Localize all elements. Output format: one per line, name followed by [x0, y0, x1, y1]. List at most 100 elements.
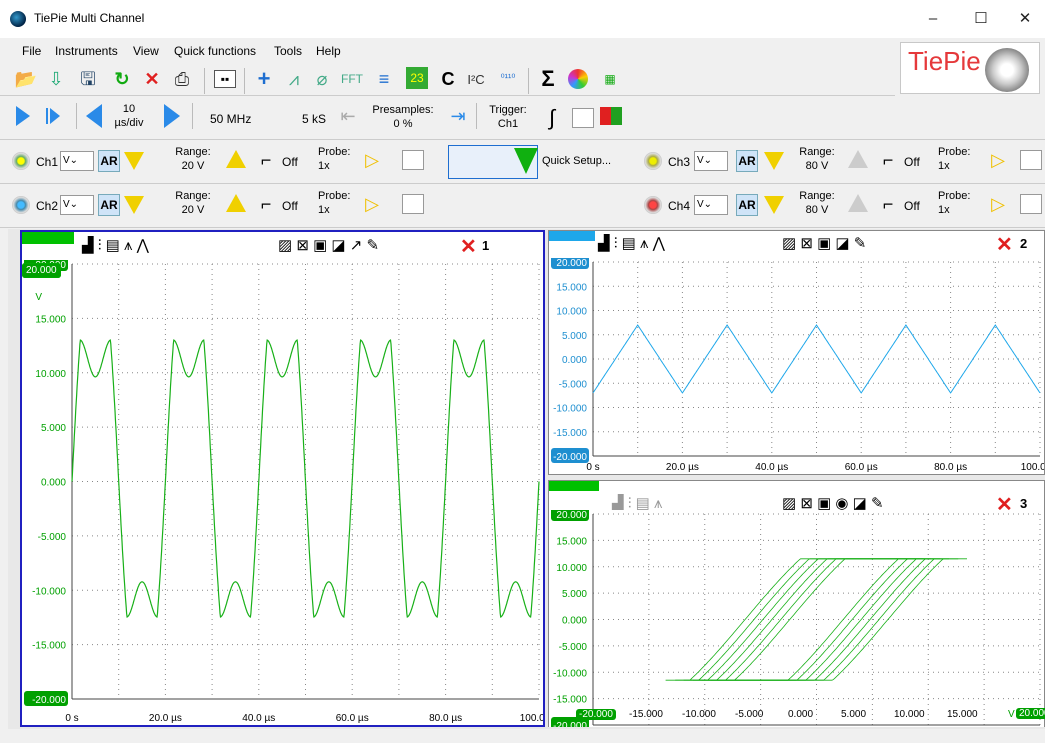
- record-length[interactable]: 5 kS: [302, 112, 327, 126]
- quick-setup-button[interactable]: Quick Setup...: [542, 155, 612, 167]
- scope1-ymax-badge[interactable]: 20.000: [22, 262, 62, 278]
- ch3-enable-icon[interactable]: [644, 152, 662, 170]
- scope3-plot[interactable]: 20.000 15.000 10.000 5.000 0.000 -5.000 -10.00…: [549, 510, 1044, 727]
- ch2-coupling-select[interactable]: V⌄: [60, 195, 94, 215]
- scope2-close-icon[interactable]: ✕: [996, 234, 1013, 256]
- ch3-autorange-button[interactable]: AR: [736, 150, 758, 172]
- x-tick-label: 100.0 µs: [520, 713, 543, 724]
- print-icon[interactable]: ⎙: [174, 69, 190, 89]
- sample-rate[interactable]: 50 MHz: [210, 112, 252, 126]
- start-icon[interactable]: [16, 106, 30, 126]
- ch2-probe-icon[interactable]: ▷: [365, 194, 379, 214]
- menu-view[interactable]: View: [133, 44, 159, 58]
- ch1-autorange-button[interactable]: AR: [98, 150, 120, 172]
- scope2-plot[interactable]: 20.000 15.000 10.000 5.000 0.000 -5.000 -10.00…: [549, 258, 1044, 474]
- x-tick-label: 40.0 µs: [242, 713, 275, 724]
- ch2-probe-value: 1x: [318, 204, 330, 216]
- ch1-name: Ch1: [36, 155, 59, 169]
- ch2-autorange-button[interactable]: AR: [98, 194, 120, 216]
- scope3-toolbar-icons[interactable]: ▟ ⫶ ▤ ⩚: [612, 495, 663, 512]
- menu-quick-functions[interactable]: Quick functions: [174, 44, 257, 58]
- ch1-settings-icon[interactable]: [402, 150, 424, 170]
- minimize-button[interactable]: –: [928, 10, 938, 27]
- xy-graph-icon[interactable]: ⌀: [316, 69, 328, 89]
- refresh-icon[interactable]: ↻: [114, 69, 130, 89]
- menu-help[interactable]: Help: [316, 44, 341, 58]
- meter-icon[interactable]: ≡: [378, 69, 390, 89]
- ch1-probe-icon[interactable]: ▷: [365, 150, 379, 170]
- ch2-settings-icon[interactable]: [402, 194, 424, 214]
- scope1-plot[interactable]: 20.000 15.000 10.000 5.000 0.000 -5.000 -10.00…: [22, 260, 543, 725]
- i2c-icon[interactable]: I²C: [467, 71, 485, 87]
- ch4-filter-value[interactable]: Off: [904, 199, 920, 213]
- scope3-toolbar-icons-right[interactable]: ▨ ⊠ ▣ ◉ ◪ ✎: [782, 495, 884, 512]
- y-tick-label: 5.000: [562, 331, 587, 342]
- yt-graph-icon[interactable]: ⩘: [288, 69, 300, 89]
- ch1-filter-value[interactable]: Off: [282, 155, 298, 169]
- presamples-decrease-icon[interactable]: ⇤: [340, 106, 356, 126]
- ch3-coupling-select[interactable]: V⌄: [694, 151, 728, 171]
- scope2-toolbar-icons-right[interactable]: ▨ ⊠ ▣ ◪ ✎: [782, 235, 867, 252]
- timebase-increase-icon[interactable]: [164, 104, 180, 128]
- presamples-increase-icon[interactable]: ⇥: [450, 106, 466, 126]
- ch4-enable-icon[interactable]: [644, 196, 662, 214]
- ch3-filter-icon[interactable]: ⌐: [882, 150, 894, 170]
- close-button[interactable]: ✕: [1018, 10, 1032, 27]
- scope1-toolbar-icons[interactable]: ▟ ⫶ ▤ ⩚ ⋀: [82, 237, 149, 254]
- delete-icon[interactable]: ✕: [144, 69, 160, 89]
- ch2-trace: [592, 324, 1041, 394]
- trigger-settings-icon[interactable]: [572, 108, 594, 128]
- ch3-probe-icon[interactable]: ▷: [991, 150, 1005, 170]
- colors-icon[interactable]: [568, 69, 588, 89]
- menu-file[interactable]: File: [22, 44, 42, 58]
- ch2-enable-icon[interactable]: [12, 196, 30, 214]
- ch1-range-down-icon[interactable]: [124, 152, 144, 170]
- ch2-filter-icon[interactable]: ⌐: [260, 194, 272, 214]
- scope1-toolbar-icons-right[interactable]: ▨ ⊠ ▣ ◪ ↗ ✎: [278, 237, 380, 254]
- menu-tools[interactable]: Tools: [274, 44, 303, 58]
- scope3-x-max-badge[interactable]: 20.000: [1016, 708, 1045, 719]
- ch2-range-down-icon[interactable]: [124, 196, 144, 214]
- x-tick-label: 0 s: [586, 462, 599, 473]
- y-tick-label: 10.000: [556, 563, 587, 574]
- scope2-toolbar-icons[interactable]: ▟ ⫶ ▤ ⩚ ⋀: [598, 235, 665, 252]
- ch4-autorange-button[interactable]: AR: [736, 194, 758, 216]
- ch1-range-up-icon[interactable]: [226, 150, 246, 168]
- y-tick-label: -10.000: [553, 404, 587, 415]
- ch4-probe-icon[interactable]: ▷: [991, 194, 1005, 214]
- ch4-range-down-icon[interactable]: [764, 196, 784, 214]
- ch1-trace: [71, 339, 540, 618]
- ch3-settings-icon[interactable]: [1020, 150, 1042, 170]
- single-shot-icon[interactable]: [50, 108, 60, 124]
- ch4-settings-icon[interactable]: [1020, 194, 1042, 214]
- add-graph-icon[interactable]: +: [257, 66, 271, 91]
- ch2-range-up-icon[interactable]: [226, 194, 246, 212]
- main-toolbar: [0, 62, 895, 96]
- ch1-filter-icon[interactable]: ⌐: [260, 150, 272, 170]
- timebase-decrease-icon[interactable]: [86, 104, 102, 128]
- ch1-enable-icon[interactable]: [12, 152, 30, 170]
- save-icon[interactable]: 🖫: [80, 69, 96, 89]
- ch2-range-label: Range:: [175, 190, 211, 202]
- x-tick-label: 20.0 µs: [149, 713, 182, 724]
- ch2-filter-value[interactable]: Off: [282, 199, 298, 213]
- maximize-button[interactable]: ☐: [974, 10, 988, 27]
- scope1-close-icon[interactable]: ✕: [460, 236, 477, 258]
- instrument-icon[interactable]: ▪▪: [214, 70, 236, 88]
- import-icon[interactable]: ⇩: [48, 69, 64, 89]
- menu-instruments[interactable]: Instruments: [55, 44, 118, 58]
- fft-graph-icon[interactable]: FFT: [341, 72, 363, 86]
- display-icon[interactable]: 23: [406, 67, 428, 89]
- separator: [192, 103, 193, 129]
- clock-icon[interactable]: C: [441, 69, 455, 89]
- ch1-coupling-select[interactable]: V⌄: [60, 151, 94, 171]
- open-icon[interactable]: 📂: [14, 69, 38, 89]
- ch4-coupling-select[interactable]: V⌄: [694, 195, 728, 215]
- serial-icon[interactable]: ⁰¹¹⁰: [500, 73, 516, 84]
- ch4-filter-icon[interactable]: ⌐: [882, 194, 894, 214]
- ch3-filter-value[interactable]: Off: [904, 155, 920, 169]
- sum-icon[interactable]: Σ: [541, 66, 555, 91]
- ch3-range-down-icon[interactable]: [764, 152, 784, 170]
- trigger-slope-icon[interactable]: ∫: [548, 105, 556, 130]
- settings-panel-icon[interactable]: ▦: [604, 72, 616, 86]
